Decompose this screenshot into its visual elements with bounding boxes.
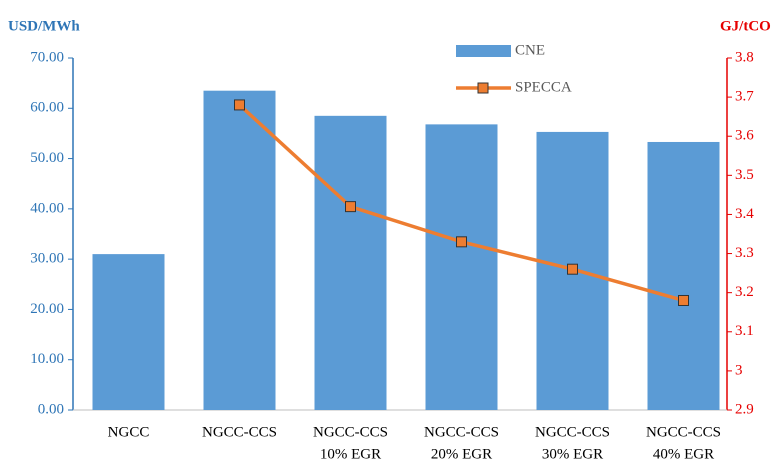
legend-label: CNE xyxy=(515,42,545,58)
legend-label: SPECCA xyxy=(515,79,572,95)
marker xyxy=(567,263,578,275)
marker xyxy=(234,99,245,111)
x-tick-label: 10% EGR xyxy=(320,446,381,462)
x-tick-label: NGCC-CCS xyxy=(535,424,610,440)
x-tick-label: 20% EGR xyxy=(431,446,492,462)
y-tick-label: 10.00 xyxy=(30,351,64,367)
y-tick-label: 20.00 xyxy=(30,301,64,317)
y-tick-label: 30.00 xyxy=(30,251,64,267)
bar xyxy=(647,141,720,410)
x-tick-label: 40% EGR xyxy=(653,446,714,462)
y2-tick-label: 3 xyxy=(735,362,743,378)
y-axis-title: USD/MWh xyxy=(8,18,80,34)
y2-axis-title: GJ/tCO xyxy=(720,18,771,34)
y-tick-label: 60.00 xyxy=(30,100,64,116)
bar xyxy=(92,254,165,410)
y2-tick-label: 3.6 xyxy=(735,128,754,144)
x-tick-label: NGCC-CCS xyxy=(313,424,388,440)
x-tick-label: NGCC xyxy=(108,424,150,440)
marker xyxy=(456,236,467,248)
bar xyxy=(425,124,498,411)
y-tick-label: 0.00 xyxy=(38,401,64,417)
y2-tick-label: 2.9 xyxy=(735,401,754,417)
y2-tick-label: 3.8 xyxy=(735,49,754,65)
bar xyxy=(314,115,387,410)
legend-swatch xyxy=(477,82,489,94)
y2-tick-label: 3.7 xyxy=(735,89,754,105)
y2-tick-label: 3.2 xyxy=(735,284,754,300)
x-tick-label: NGCC-CCS xyxy=(646,424,721,440)
y2-tick-label: 3.5 xyxy=(735,167,754,183)
legend-swatch xyxy=(456,45,511,57)
y-tick-label: 50.00 xyxy=(30,150,64,166)
y-tick-label: 40.00 xyxy=(30,200,64,216)
x-tick-label: NGCC-CCS xyxy=(424,424,499,440)
x-tick-label: NGCC-CCS xyxy=(202,424,277,440)
y2-tick-label: 3.3 xyxy=(735,245,754,261)
marker xyxy=(678,294,689,306)
y2-tick-label: 3.4 xyxy=(735,206,754,222)
y-tick-label: 70.00 xyxy=(30,49,64,65)
marker xyxy=(345,201,356,213)
y2-tick-label: 3.1 xyxy=(735,323,754,339)
bar xyxy=(203,90,276,410)
x-tick-label: 30% EGR xyxy=(542,446,603,462)
